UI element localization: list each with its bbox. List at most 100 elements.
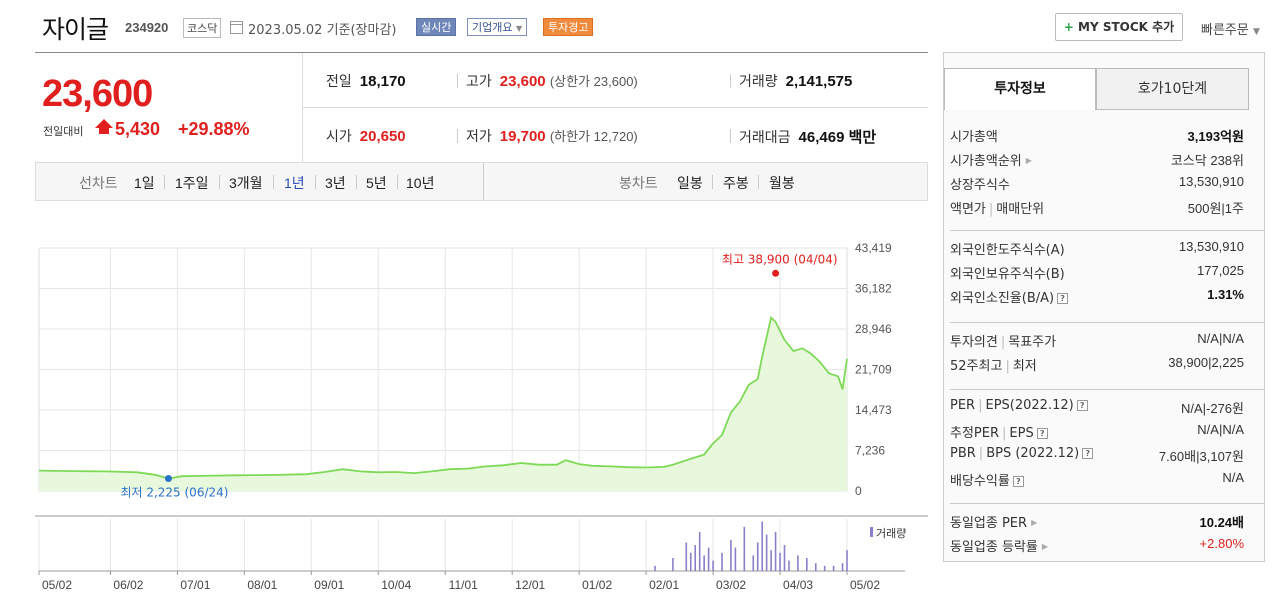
tab-period-1w[interactable]: 1주일 (175, 175, 209, 191)
separator: | (1202, 401, 1207, 416)
volume-bar (694, 545, 697, 571)
info-label: 시가총액 (950, 130, 998, 145)
volume-bar (752, 555, 755, 571)
quick-order-label: 빠른주문 (1201, 23, 1249, 38)
volume-bar (788, 560, 790, 571)
separator: | (978, 398, 983, 413)
tab-candle-weekly[interactable]: 주봉 (723, 175, 749, 191)
plus-icon: + (1063, 20, 1074, 34)
tab-period-10y[interactable]: 10년 (406, 175, 435, 191)
divider (302, 53, 303, 162)
x-tick-label: 05/02 (42, 578, 72, 592)
max-label: 최고 38,900 (04/04) (722, 252, 838, 266)
dropdown-arrow-icon: ▼ (515, 24, 523, 33)
info-label: 52주최고 | 최저 (950, 359, 1037, 374)
volume-legend-label: 거래량 (876, 527, 906, 540)
section-divider (950, 230, 1264, 231)
volume-bar (841, 563, 844, 571)
stock-header: 자이글 234920 코스닥 2023.05.02 기준(장마감) 실시간 기업… (0, 0, 1280, 52)
help-icon[interactable]: ? (1057, 293, 1069, 304)
separator: | (1005, 359, 1010, 374)
divider (457, 129, 458, 143)
company-overview-button[interactable]: 기업개요 ▼ (467, 18, 528, 36)
lower-limit-value: 12,720) (593, 129, 638, 144)
tab-candle-monthly[interactable]: 월봉 (769, 175, 795, 191)
tab-hoga-10[interactable]: 호가10단계 (1096, 68, 1249, 110)
tab-period-3m[interactable]: 3개월 (229, 175, 263, 191)
divider (164, 175, 165, 189)
tab-investment-info[interactable]: 투자정보 (944, 68, 1096, 110)
info-label: PBR | BPS (2022.12)? (950, 446, 1094, 461)
prev-close-label: 전일 (326, 73, 352, 89)
info-value: 1.31% (1207, 287, 1244, 302)
my-stock-add-button[interactable]: + MY STOCK 추가 (1055, 13, 1183, 41)
help-icon[interactable]: ? (1076, 400, 1088, 411)
price-line (38, 315, 848, 480)
tab-period-5y[interactable]: 5년 (366, 175, 387, 191)
tab-period-1y[interactable]: 1년 (284, 175, 305, 191)
amount-cell: 거래대금 46,469 백만 (730, 126, 877, 147)
help-icon[interactable]: ? (1036, 428, 1048, 439)
info-label: 동일업종 PER ▶ (950, 516, 1038, 531)
tab-period-1d[interactable]: 1일 (134, 175, 155, 191)
divider (219, 175, 220, 189)
arrow-right-icon[interactable]: ▶ (1041, 542, 1049, 551)
max-marker (772, 269, 780, 277)
info-row: 시가총액 3,193억원 (950, 126, 1244, 150)
info-label: 투자의견 | 목표주가 (950, 335, 1057, 350)
volume-bar (779, 552, 781, 571)
volume-bar (774, 532, 777, 571)
change-amount: 5,430 (115, 119, 161, 139)
info-value: 177,025 (1197, 263, 1244, 278)
y-tick-label: 0 (855, 484, 862, 498)
info-row: 외국인소진율(B/A)? 1.31% (950, 287, 1244, 311)
info-value: 코스닥 238위 (1170, 153, 1244, 168)
y-tick-label: 21,709 (855, 363, 892, 377)
info-value: 13,530,910 (1178, 174, 1244, 189)
quick-order-button[interactable]: 빠른주문 ▼ (1201, 19, 1260, 38)
volume-bar (823, 565, 826, 571)
info-label: 외국인한도주식수(A) (950, 243, 1065, 258)
volume-bar (703, 555, 705, 571)
info-row: 배당수익률? N/A (950, 470, 1244, 494)
candle-chart-label: 봉차트 (619, 175, 658, 191)
tab-candle-daily[interactable]: 일봉 (677, 175, 703, 191)
separator: | (1218, 331, 1223, 346)
amount-value: 46,469 백만 (798, 129, 877, 146)
info-value: 3,193억원 (1187, 129, 1244, 144)
info-row: 시가총액순위 ▶ 코스닥 238위 (950, 150, 1244, 174)
price-chart[interactable]: 43,419 36,182 28,946 21,709 14,473 7,236 0 최고 3… (35, 201, 928, 614)
volume-bar (721, 552, 723, 571)
separator: | (988, 202, 994, 217)
high-label: 고가 (466, 73, 492, 89)
info-value: 7.60배|3,107원 (1158, 449, 1244, 464)
x-tick-label: 05/02 (850, 578, 880, 592)
y-tick-label: 7,236 (855, 444, 885, 458)
high-cell: 고가 23,600 (상한가 23,600) (457, 71, 638, 91)
volume-value: 2,141,575 (785, 73, 853, 90)
x-tick-label: 07/01 (180, 578, 210, 592)
x-tick-label: 02/01 (649, 578, 679, 592)
stock-name: 자이글 (42, 15, 109, 44)
arrow-right-icon[interactable]: ▶ (1025, 156, 1032, 165)
my-stock-label: MY STOCK 추가 (1078, 20, 1175, 34)
arrow-right-icon[interactable]: ▶ (1031, 518, 1038, 527)
x-tick-label: 10/04 (381, 578, 411, 592)
volume-bar (685, 542, 688, 571)
x-tick-label: 09/01 (314, 578, 344, 592)
company-overview-label: 기업개요 (472, 21, 513, 34)
open-value: 20,650 (359, 128, 406, 145)
investment-warning-badge[interactable]: 투자경고 (543, 18, 594, 36)
volume-label: 거래량 (739, 73, 778, 89)
help-icon[interactable]: ? (1012, 476, 1024, 487)
info-label: PER | EPS(2022.12)? (950, 398, 1088, 413)
volume-bar (832, 565, 835, 571)
realtime-button[interactable]: 실시간 (416, 18, 457, 36)
tab-period-3y[interactable]: 3년 (325, 175, 346, 191)
section-divider (950, 389, 1264, 390)
divider (730, 129, 731, 143)
info-value: N/A|N/A (1197, 422, 1244, 437)
volume-bar (806, 558, 808, 571)
volume-legend-swatch (870, 527, 873, 537)
help-icon[interactable]: ? (1082, 448, 1094, 459)
